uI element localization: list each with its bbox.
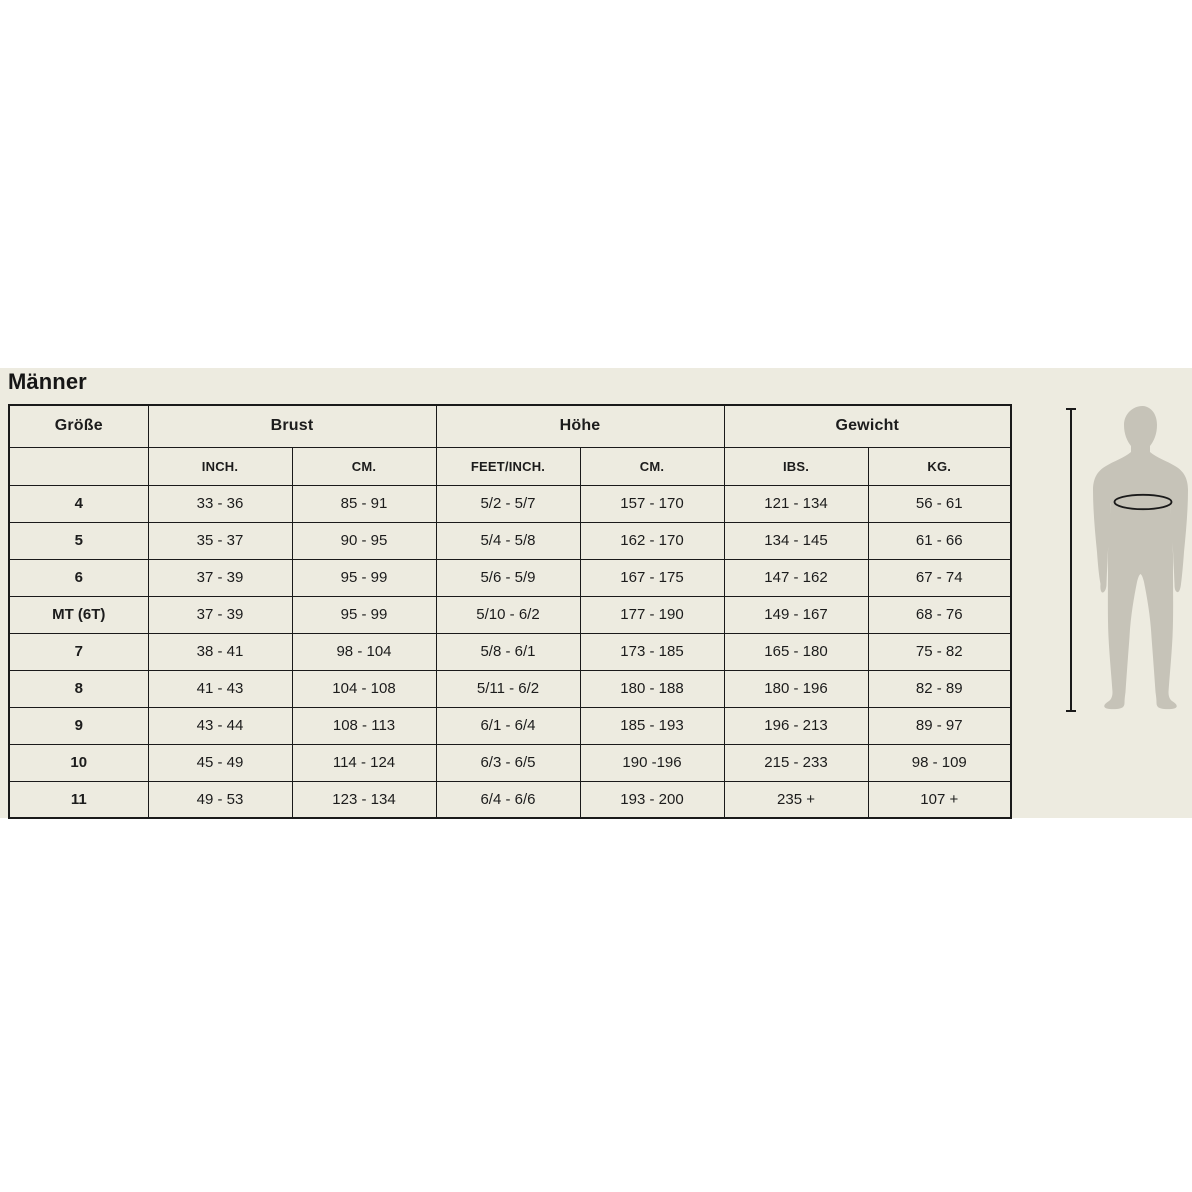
height-measure-line-top-cap — [1066, 408, 1076, 410]
value-cell: 33 - 36 — [147, 484, 293, 523]
value-cell: 41 - 43 — [147, 669, 293, 708]
value-cell: 5/11 - 6/2 — [435, 669, 581, 708]
value-cell: 114 - 124 — [291, 743, 437, 782]
sub-header-feet-inch: FEET/INCH. — [435, 446, 581, 486]
size-cell: 10 — [8, 743, 149, 782]
value-cell: 5/8 - 6/1 — [435, 632, 581, 671]
value-cell: 95 - 99 — [291, 595, 437, 634]
value-cell: 98 - 104 — [291, 632, 437, 671]
value-cell: 37 - 39 — [147, 558, 293, 597]
value-cell: 6/1 - 6/4 — [435, 706, 581, 745]
value-cell: 49 - 53 — [147, 780, 293, 819]
size-cell: 5 — [8, 521, 149, 560]
sub-header-ibs: IBS. — [723, 446, 869, 486]
value-cell: 149 - 167 — [723, 595, 869, 634]
value-cell: 215 - 233 — [723, 743, 869, 782]
value-cell: 95 - 99 — [291, 558, 437, 597]
group-header-brust: Brust — [147, 404, 437, 448]
chest-circumference-icon — [1113, 493, 1173, 511]
sub-header-kg: KG. — [867, 446, 1012, 486]
value-cell: 98 - 109 — [867, 743, 1012, 782]
table-row: 5 35 - 37 90 - 95 5/4 - 5/8 162 - 170 13… — [8, 521, 1012, 560]
size-cell: 4 — [8, 484, 149, 523]
value-cell: 104 - 108 — [291, 669, 437, 708]
value-cell: 5/6 - 5/9 — [435, 558, 581, 597]
mens-size-table: Größe Brust Höhe Gewicht INCH. CM. FEET/… — [8, 404, 1013, 819]
table-row: 11 49 - 53 123 - 134 6/4 - 6/6 193 - 200… — [8, 780, 1012, 819]
value-cell: 121 - 134 — [723, 484, 869, 523]
value-cell: 61 - 66 — [867, 521, 1012, 560]
value-cell: 180 - 196 — [723, 669, 869, 708]
value-cell: 147 - 162 — [723, 558, 869, 597]
value-cell: 5/2 - 5/7 — [435, 484, 581, 523]
value-cell: 90 - 95 — [291, 521, 437, 560]
value-cell: 35 - 37 — [147, 521, 293, 560]
table-row: 9 43 - 44 108 - 113 6/1 - 6/4 185 - 193 … — [8, 706, 1012, 745]
table-row: 6 37 - 39 95 - 99 5/6 - 5/9 167 - 175 14… — [8, 558, 1012, 597]
value-cell: 6/4 - 6/6 — [435, 780, 581, 819]
sub-header-cm-hoehe: CM. — [579, 446, 725, 486]
group-header-gewicht: Gewicht — [723, 404, 1012, 448]
group-header-hoehe: Höhe — [435, 404, 725, 448]
value-cell: 37 - 39 — [147, 595, 293, 634]
value-cell: 167 - 175 — [579, 558, 725, 597]
sub-header-inch: INCH. — [147, 446, 293, 486]
size-cell: 11 — [8, 780, 149, 819]
value-cell: 67 - 74 — [867, 558, 1012, 597]
value-cell: 6/3 - 6/5 — [435, 743, 581, 782]
value-cell: 107 + — [867, 780, 1012, 819]
value-cell: 185 - 193 — [579, 706, 725, 745]
value-cell: 5/4 - 5/8 — [435, 521, 581, 560]
table-row: 8 41 - 43 104 - 108 5/11 - 6/2 180 - 188… — [8, 669, 1012, 708]
size-cell: 7 — [8, 632, 149, 671]
value-cell: 85 - 91 — [291, 484, 437, 523]
value-cell: 56 - 61 — [867, 484, 1012, 523]
value-cell: 235 + — [723, 780, 869, 819]
male-body-silhouette-icon — [1093, 406, 1188, 710]
value-cell: 162 - 170 — [579, 521, 725, 560]
section-title: Männer — [8, 369, 87, 394]
male-silhouette-figure — [1092, 402, 1189, 714]
value-cell: 108 - 113 — [291, 706, 437, 745]
value-cell: 173 - 185 — [579, 632, 725, 671]
sub-header-empty — [8, 446, 149, 486]
height-measure-line-bottom-cap — [1066, 710, 1076, 712]
size-cell: 9 — [8, 706, 149, 745]
value-cell: 190 -196 — [579, 743, 725, 782]
value-cell: 89 - 97 — [867, 706, 1012, 745]
value-cell: 68 - 76 — [867, 595, 1012, 634]
value-cell: 123 - 134 — [291, 780, 437, 819]
value-cell: 180 - 188 — [579, 669, 725, 708]
group-header-groesse: Größe — [8, 404, 149, 448]
value-cell: 82 - 89 — [867, 669, 1012, 708]
size-cell: MT (6T) — [8, 595, 149, 634]
size-cell: 6 — [8, 558, 149, 597]
value-cell: 134 - 145 — [723, 521, 869, 560]
value-cell: 157 - 170 — [579, 484, 725, 523]
value-cell: 38 - 41 — [147, 632, 293, 671]
value-cell: 165 - 180 — [723, 632, 869, 671]
height-measure-line — [1070, 408, 1072, 712]
value-cell: 75 - 82 — [867, 632, 1012, 671]
size-cell: 8 — [8, 669, 149, 708]
value-cell: 177 - 190 — [579, 595, 725, 634]
value-cell: 5/10 - 6/2 — [435, 595, 581, 634]
value-cell: 196 - 213 — [723, 706, 869, 745]
table-row: 7 38 - 41 98 - 104 5/8 - 6/1 173 - 185 1… — [8, 632, 1012, 671]
sub-header-cm-brust: CM. — [291, 446, 437, 486]
table-row: MT (6T) 37 - 39 95 - 99 5/10 - 6/2 177 -… — [8, 595, 1012, 634]
table-row: 4 33 - 36 85 - 91 5/2 - 5/7 157 - 170 12… — [8, 484, 1012, 523]
value-cell: 43 - 44 — [147, 706, 293, 745]
value-cell: 193 - 200 — [579, 780, 725, 819]
value-cell: 45 - 49 — [147, 743, 293, 782]
table-row: 10 45 - 49 114 - 124 6/3 - 6/5 190 -196 … — [8, 743, 1012, 782]
